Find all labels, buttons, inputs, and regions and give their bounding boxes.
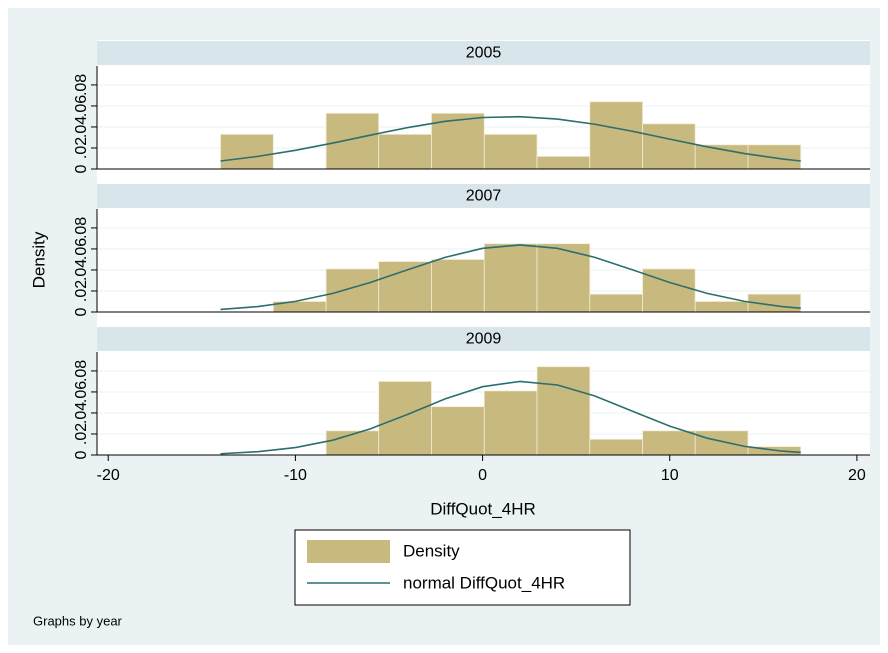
y-tick-label: .02 [73, 423, 90, 445]
bar [589, 293, 643, 313]
bar [694, 301, 749, 313]
y-tick-label: 0 [73, 450, 90, 459]
y-tick-label: .08 [73, 217, 90, 239]
bar [694, 144, 749, 170]
bar [431, 259, 485, 313]
legend-swatch [307, 540, 390, 563]
x-tick-label: 0 [478, 467, 487, 484]
note: Graphs by year [33, 613, 123, 628]
bar [642, 123, 696, 170]
x-tick-label: -10 [284, 467, 307, 484]
y-tick-label: .04 [73, 116, 90, 138]
y-tick-label: .02 [73, 137, 90, 159]
y-tick-label: .04 [73, 259, 90, 281]
bar [483, 243, 538, 313]
y-tick-label: .06 [73, 95, 90, 117]
bar [378, 381, 432, 456]
y-tick-label: .08 [73, 360, 90, 382]
legend-label: normal DiffQuot_4HR [403, 573, 565, 592]
bar [589, 438, 643, 456]
bar [589, 101, 643, 170]
bar [325, 268, 380, 313]
bar [536, 155, 591, 170]
bar [220, 133, 274, 170]
bar [536, 366, 591, 456]
normal-curve [220, 115, 801, 162]
panel-header [97, 327, 870, 351]
panel-title: 2007 [466, 188, 502, 205]
bar [642, 430, 696, 456]
bar [378, 261, 432, 313]
y-tick-label: 0 [73, 164, 90, 173]
bar [483, 390, 538, 456]
bar [694, 430, 749, 456]
y-tick-label: .02 [73, 280, 90, 302]
bar [378, 133, 432, 170]
normal-curve [220, 244, 801, 311]
x-axis-title: DiffQuot_4HR [430, 499, 536, 518]
legend-label: Density [403, 541, 460, 560]
normal-curve [220, 380, 801, 455]
bar [325, 112, 380, 170]
y-axis-title: Density [29, 231, 48, 288]
y-tick-label: .06 [73, 238, 90, 260]
x-tick-label: 20 [848, 467, 866, 484]
bar [431, 406, 485, 456]
y-tick-label: .04 [73, 402, 90, 424]
bar [483, 133, 538, 170]
x-tick-label: 10 [661, 467, 679, 484]
panel-title: 2009 [466, 331, 502, 348]
panel-header [97, 41, 870, 65]
panel-title: 2005 [466, 45, 502, 62]
panel-header [97, 184, 870, 208]
y-tick-label: 0 [73, 307, 90, 316]
y-tick-label: .06 [73, 381, 90, 403]
x-tick-label: -20 [97, 467, 120, 484]
bar [747, 144, 802, 170]
y-tick-label: .08 [73, 74, 90, 96]
